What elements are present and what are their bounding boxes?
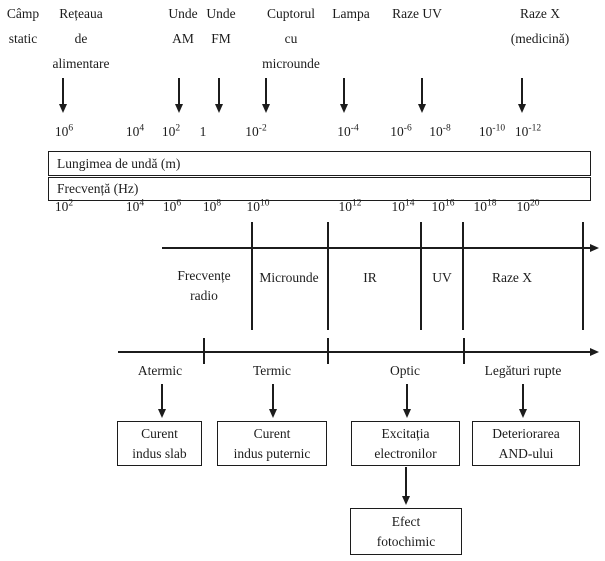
down-arrow-optic: [406, 384, 408, 410]
spectrum-axis-arrow: [162, 247, 590, 249]
down-arrow-cuptor: [265, 78, 267, 105]
frequency-value-5: 1012: [338, 198, 362, 214]
frequency-value-6: 1014: [391, 198, 415, 214]
down-arrow-efect-fotochimic: [405, 467, 407, 497]
source-label-camp-static: Câmp static: [6, 6, 40, 46]
source-label-reteaua-alimentare: Rețeaua de alimentare: [52, 6, 110, 71]
wavelength-value-9: 10-12: [514, 123, 542, 139]
down-arrow-legaturi: [522, 384, 524, 410]
effect-axis-tick-3: [463, 338, 465, 364]
wavelength-value-7: 10-8: [429, 123, 451, 139]
effect-axis-arrow: [118, 351, 590, 353]
wavelength-value-6: 10-6: [390, 123, 412, 139]
source-label-unde-am: Unde AM: [168, 6, 198, 46]
effect-axis-tick-2: [327, 338, 329, 364]
wavelength-axis-box: Lungimea de undă (m): [48, 151, 591, 176]
wavelength-value-1: 104: [125, 123, 145, 139]
effect-box-label: Curent indus slab: [132, 425, 187, 461]
effect-box-efect-fotochimic: Efect fotochimic: [350, 508, 462, 555]
frequency-value-7: 1016: [431, 198, 455, 214]
down-arrow-raze-x: [521, 78, 523, 105]
band-divider-4: [462, 222, 464, 330]
down-arrow-unde-am: [178, 78, 180, 105]
source-label-raze-uv: Raze UV: [392, 6, 442, 21]
source-label-unde-fm: Unde FM: [206, 6, 236, 46]
band-label-uv: UV: [432, 270, 452, 285]
frequency-value-0: 102: [54, 198, 74, 214]
band-divider-2: [327, 222, 329, 330]
wavelength-value-5: 10-4: [337, 123, 359, 139]
down-arrow-atermic: [161, 384, 163, 410]
effect-box-curent-slab: Curent indus slab: [117, 421, 202, 466]
down-arrow-termic: [272, 384, 274, 410]
wavelength-axis-label: Lungimea de undă (m): [57, 155, 181, 171]
zone-label-atermic: Atermic: [137, 363, 183, 378]
effect-box-excitatia: Excitația electronilor: [351, 421, 460, 466]
zone-label-termic: Termic: [252, 363, 292, 378]
wavelength-value-3: 1: [199, 124, 207, 139]
frequency-value-8: 1018: [473, 198, 497, 214]
effect-box-label: Excitația electronilor: [374, 425, 437, 461]
band-label-microunde: Microunde: [259, 270, 319, 285]
band-label-ir: IR: [363, 270, 377, 285]
frequency-value-9: 1020: [516, 198, 540, 214]
effect-axis-tick-1: [203, 338, 205, 364]
down-arrow-unde-fm: [218, 78, 220, 105]
zone-label-optic: Optic: [390, 363, 420, 378]
frequency-value-3: 108: [202, 198, 222, 214]
frequency-axis-label: Frecvență (Hz): [57, 181, 139, 196]
effect-box-curent-puternic: Curent indus puternic: [217, 421, 327, 466]
wavelength-value-8: 10-10: [478, 123, 506, 139]
effect-box-label: Deteriorarea AND-ului: [492, 425, 560, 461]
wavelength-value-4: 10-2: [245, 123, 267, 139]
source-label-cuptor-microunde: Cuptorul cu microunde: [262, 6, 320, 71]
frequency-value-4: 1010: [246, 198, 270, 214]
source-label-lampa: Lampa: [332, 6, 370, 21]
down-arrow-reteaua: [62, 78, 64, 105]
down-arrow-raze-uv: [421, 78, 423, 105]
frequency-value-2: 106: [162, 198, 182, 214]
zone-label-legaturi-rupte: Legături rupte: [484, 363, 562, 378]
source-label-raze-x: Raze X (medicină): [510, 6, 570, 46]
band-label-raze-x: Raze X: [491, 270, 533, 285]
effect-box-label: Efect fotochimic: [376, 513, 436, 549]
effect-box-label: Curent indus puternic: [233, 425, 311, 461]
band-label-frecvente-radio: Frecvențe radio: [177, 268, 231, 303]
band-divider-3: [420, 222, 422, 330]
effect-box-deteriorarea: Deteriorarea AND-ului: [472, 421, 580, 466]
band-divider-1: [251, 222, 253, 330]
band-divider-5: [582, 222, 584, 330]
wavelength-value-0: 106: [54, 123, 74, 139]
down-arrow-lampa: [343, 78, 345, 105]
wavelength-value-2: 102: [161, 123, 181, 139]
frequency-axis-box: Frecvență (Hz): [48, 177, 591, 201]
frequency-value-1: 104: [125, 198, 145, 214]
